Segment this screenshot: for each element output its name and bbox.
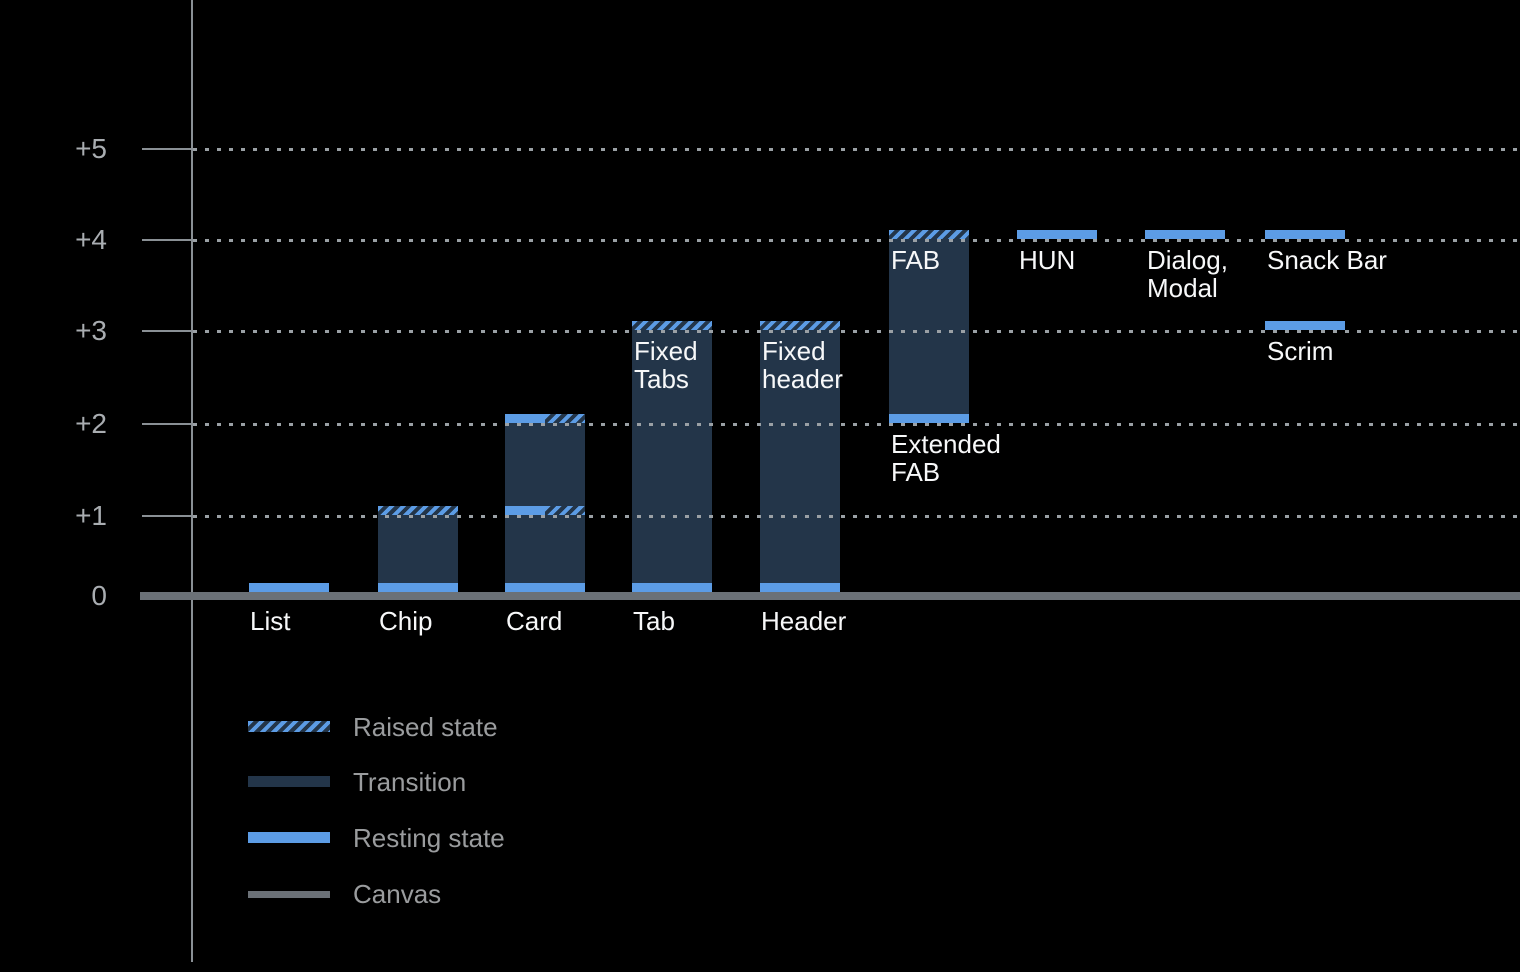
bar-chip-raised-segment (378, 506, 458, 515)
bar-label-card: Card (506, 606, 563, 636)
bar-annotation-snack-bar-0: Snack Bar (1267, 245, 1387, 275)
bar-card-raised-half (545, 506, 585, 515)
y-axis-line (191, 0, 193, 962)
legend-label-raised-state: Raised state (353, 712, 498, 742)
legend-label-transition: Transition (353, 767, 467, 797)
y-tick-2 (142, 423, 193, 425)
bar-chip-resting-segment (378, 583, 458, 592)
bar-tab-transition (632, 330, 712, 583)
bar-header-resting-segment (760, 583, 840, 592)
bar-card-raised-half (545, 414, 585, 423)
y-tick-1 (142, 515, 193, 517)
y-tick-label-5: +5 (75, 133, 107, 164)
y-tick-label-4: +4 (75, 224, 107, 255)
bar-label-header: Header (761, 606, 847, 636)
bar-annotation-fab-1: Extended FAB (891, 429, 1001, 487)
legend-swatch-canvas (248, 891, 330, 898)
bar-list-resting-segment (249, 583, 329, 592)
y-tick-label-3: +3 (75, 315, 107, 346)
gridline-1 (193, 515, 1520, 518)
legend-swatch-resting-state (248, 832, 330, 843)
bar-annotation-header-0: Fixed header (762, 336, 843, 394)
y-tick-4 (142, 239, 193, 241)
bar-label-chip: Chip (379, 606, 433, 636)
legend-label-resting-state: Resting state (353, 823, 505, 853)
bar-card-transition (505, 423, 585, 506)
bar-annotation-scrim-0: Scrim (1267, 336, 1334, 366)
bar-annotation-fab-0: FAB (891, 245, 941, 275)
bar-label-tab: Tab (633, 606, 675, 636)
gridline-4 (193, 239, 1520, 242)
bar-card-resting-segment (505, 583, 585, 592)
bar-chip-transition (378, 515, 458, 583)
gridline-5 (193, 148, 1520, 151)
bar-hun-resting-segment (1017, 230, 1097, 239)
bar-dialog-modal-resting-segment (1145, 230, 1225, 239)
y-tick-label-2: +2 (75, 408, 107, 439)
bar-card-resting-half (505, 506, 545, 515)
legend-label-canvas: Canvas (353, 879, 442, 909)
legend-swatch-raised-state (248, 721, 330, 732)
bar-card-transition (505, 515, 585, 583)
y-tick-5 (142, 148, 193, 150)
y-tick-3 (142, 330, 193, 332)
bar-annotation-hun-0: HUN (1019, 245, 1076, 275)
y-tick-label-0: 0 (91, 580, 107, 611)
y-tick-label-1: +1 (75, 500, 107, 531)
bar-annotation-tab-0: Fixed Tabs (634, 336, 698, 394)
bar-label-list: List (250, 606, 291, 636)
bar-card-resting-half (505, 414, 545, 423)
bar-snack-bar-resting-segment (1265, 230, 1345, 239)
bar-fab-raised-segment (889, 230, 969, 239)
gridline-2 (193, 423, 1520, 426)
bar-header-raised-segment (760, 321, 840, 330)
bar-scrim-resting-segment (1265, 321, 1345, 330)
canvas-baseline (140, 592, 1520, 600)
bar-fab-transition (889, 239, 969, 414)
bar-card-split-segment (505, 506, 585, 515)
legend-swatch-transition (248, 776, 330, 787)
bar-header-transition (760, 330, 840, 583)
bar-tab-raised-segment (632, 321, 712, 330)
bar-fab-resting-segment (889, 414, 969, 423)
bar-tab-resting-segment (632, 583, 712, 592)
bar-card-split-segment (505, 414, 585, 423)
gridline-3 (193, 330, 1520, 333)
bar-annotation-dialog-modal-0: Dialog, Modal (1147, 245, 1228, 303)
